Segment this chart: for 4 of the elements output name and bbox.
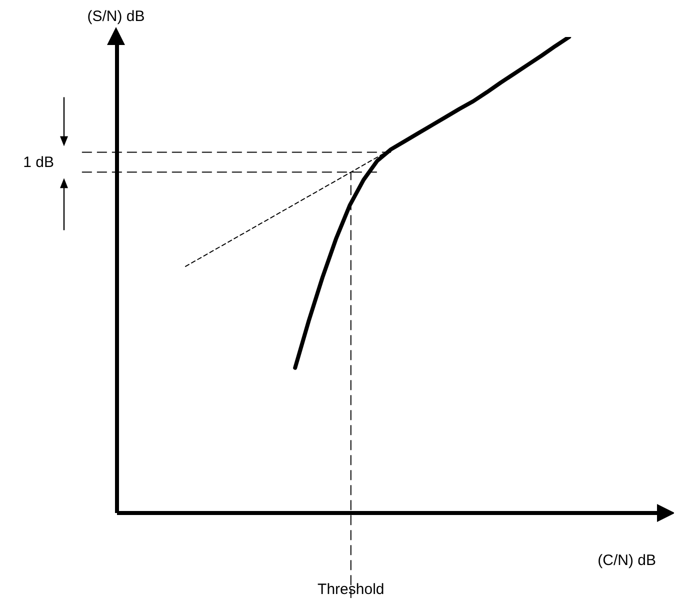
x-axis-title: (C/N) dB <box>598 552 656 569</box>
y-axis-title: (S/N) dB <box>87 8 145 25</box>
text: Threshold <box>318 581 384 598</box>
text: 1 dB <box>23 154 54 172</box>
